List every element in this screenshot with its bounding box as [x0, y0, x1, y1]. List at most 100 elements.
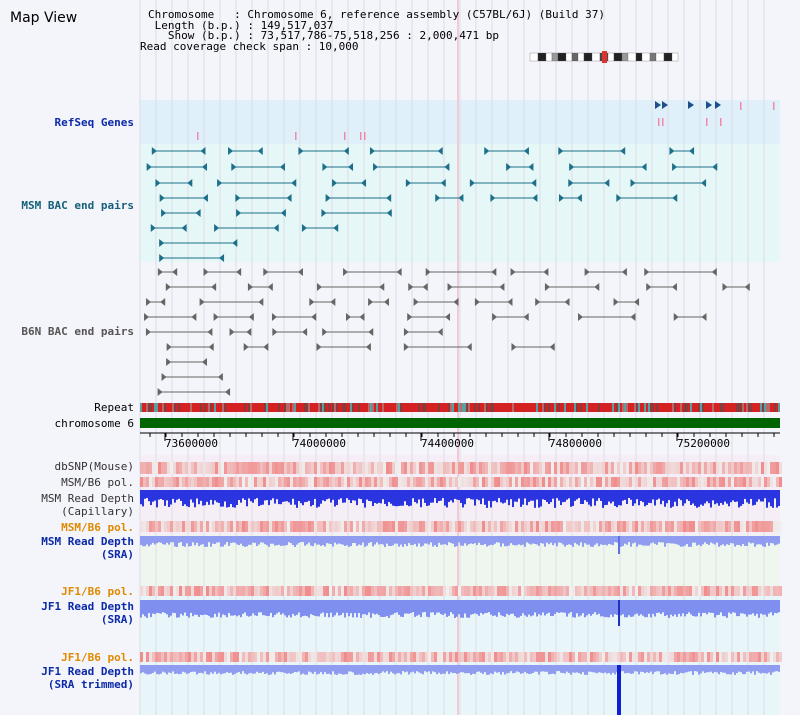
msm-pol-cell [260, 477, 263, 487]
jf1-pol-cell [536, 586, 539, 596]
jf1-trimmed-depth-bar [728, 665, 730, 675]
jf1-pol2-cell [416, 652, 419, 662]
repeat-segment [258, 403, 260, 412]
jf1-sra-depth-bar [518, 600, 520, 618]
track-label-b6n-bac[interactable]: B6N BAC end pairs [21, 325, 134, 338]
msm-pol2-cell [563, 521, 566, 532]
jf1-trimmed-depth-bar [712, 665, 714, 674]
msm-capillary-depth-bar [554, 490, 556, 508]
msm-bac-end [322, 163, 328, 171]
track-label-msm-bac[interactable]: MSM BAC end pairs [21, 199, 134, 212]
msm-capillary-depth-bar [720, 490, 722, 503]
repeat-segment [682, 403, 684, 412]
msm-pol2-cell [386, 521, 389, 532]
repeat-segment [728, 403, 730, 412]
jf1-sra-depth-bar [766, 600, 768, 617]
jf1-trimmed-depth-bar [232, 665, 234, 675]
msm-capillary-depth-bar [724, 490, 726, 502]
msm-capillary-depth-bar [550, 490, 552, 503]
jf1-pol2-cell [245, 652, 248, 662]
dbsnp-cell [227, 462, 230, 474]
jf1-sra-depth-bar [412, 600, 414, 613]
repeat-segment [288, 403, 290, 412]
jf1-pol-cell [230, 586, 233, 596]
jf1-trimmed-depth-bar [730, 665, 732, 675]
dbsnp-cell [341, 462, 344, 474]
repeat-segment [696, 403, 698, 412]
msm-capillary-depth-bar [322, 490, 324, 501]
msm-bac-end [333, 224, 339, 232]
msm-capillary-depth-bar [608, 490, 610, 502]
jf1-trimmed-depth-bar [564, 665, 566, 674]
msm-pol-cell [431, 477, 434, 487]
dbsnp-cell [200, 462, 203, 474]
b6n-bac-end [549, 343, 555, 351]
jf1-pol-cell [155, 586, 158, 596]
dbsnp-cell [170, 462, 173, 474]
jf1-trimmed-depth-bar [148, 665, 150, 675]
jf1-trimmed-depth-bar [670, 665, 672, 674]
jf1-sra-depth-bar [542, 600, 544, 613]
msm-sra-depth-bar [446, 536, 448, 546]
msm-capillary-depth-bar [326, 490, 328, 500]
dbsnp-cell [497, 462, 500, 474]
jf1-pol-cell [632, 586, 635, 596]
dbsnp-cell [143, 462, 146, 474]
msm-sra-depth-bar [682, 536, 684, 547]
dbsnp-cell [617, 462, 620, 474]
repeat-segment [774, 403, 776, 412]
jf1-pol-cell [323, 586, 326, 596]
msm-capillary-depth-bar [416, 490, 418, 504]
msm-pol2-cell [752, 521, 755, 532]
jf1-pol-cell [302, 586, 305, 596]
jf1-trimmed-depth-bar [594, 665, 596, 673]
repeat-segment [698, 403, 700, 412]
jf1-pol2-cell [158, 652, 161, 662]
b6n-bac-end [365, 343, 371, 351]
jf1-pol-cell [386, 586, 389, 596]
jf1-sra-depth-bar [502, 600, 504, 617]
msm-capillary-depth-bar [634, 490, 636, 504]
msm-sra-depth-bar [772, 536, 774, 544]
jf1-sra-depth-bar [748, 600, 750, 615]
msm-capillary-depth-bar [204, 490, 206, 506]
jf1-trimmed-depth-bar [214, 665, 216, 672]
jf1-pol2-cell [515, 652, 518, 662]
track-label-refseq[interactable]: RefSeq Genes [54, 116, 134, 129]
msm-capillary-depth-bar [420, 490, 422, 508]
jf1-pol2-cell [674, 652, 677, 662]
msm-capillary-depth-bar [398, 490, 400, 506]
msm-sra-depth-bar [604, 536, 606, 545]
msm-pol2-cell [623, 521, 626, 532]
msm-capillary-depth-bar [666, 490, 668, 504]
dbsnp-cell [311, 462, 314, 474]
jf1-pol-cell [416, 586, 419, 596]
repeat-segment [148, 403, 150, 412]
msm-sra-depth-bar [284, 536, 286, 546]
msm-sra-depth-bar [346, 536, 348, 546]
msm-sra-depth-bar [754, 536, 756, 547]
msm-pol-cell [257, 477, 260, 487]
jf1-pol-cell [224, 586, 227, 596]
jf1-trimmed-depth-bar [370, 665, 372, 674]
msm-pol2-cell [590, 521, 593, 532]
msm-pol2-cell [233, 521, 236, 532]
jf1-sra-depth-bar [606, 600, 608, 618]
jf1-pol-cell [392, 586, 395, 596]
msm-bac-end [490, 194, 496, 202]
msm-pol-cell [443, 477, 446, 487]
jf1-trimmed-depth-bar [592, 665, 594, 673]
jf1-pol-cell [707, 586, 710, 596]
b6n-bac-end [211, 283, 217, 291]
msm-pol-cell [773, 477, 776, 487]
dbsnp-cell [203, 462, 206, 474]
jf1-sra-depth-bar [398, 600, 400, 615]
msm-pol-cell [593, 477, 596, 487]
msm-pol2-cell [728, 521, 731, 532]
msm-pol-cell [404, 477, 407, 487]
dbsnp-cell [509, 462, 512, 474]
msm-capillary-depth-bar [224, 490, 226, 502]
repeat-segment [308, 403, 310, 412]
repeat-segment [768, 403, 770, 412]
